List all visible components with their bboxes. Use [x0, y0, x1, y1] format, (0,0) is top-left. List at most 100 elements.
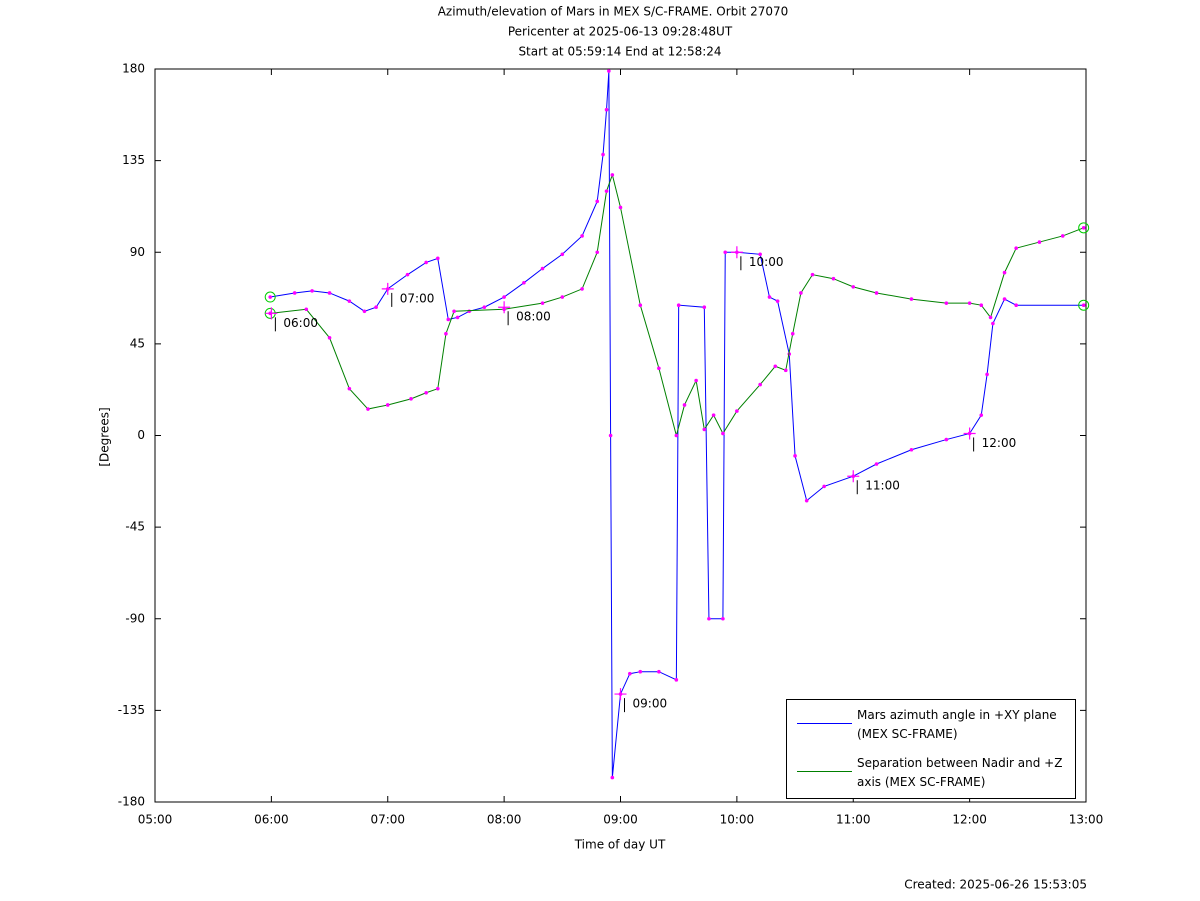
- x-tick-label: 07:00: [370, 813, 405, 827]
- point-marker: [601, 152, 605, 157]
- point-marker: [682, 403, 687, 407]
- legend: Mars azimuth angle in +XY plane (MEX SC-…: [786, 699, 1076, 799]
- x-tick-label: 05:00: [138, 813, 173, 827]
- point-marker: [455, 315, 460, 320]
- point-marker: [1081, 303, 1086, 307]
- point-marker: [979, 303, 984, 307]
- point-marker: [783, 368, 788, 373]
- point-marker: [628, 671, 632, 676]
- point-marker: [758, 382, 762, 387]
- point-marker: [435, 386, 440, 391]
- chart-subtitle: Pericenter at 2025-06-13 09:28:48UT: [508, 25, 733, 39]
- x-tick-label: 08:00: [487, 813, 522, 827]
- end-marker: [1078, 299, 1090, 311]
- point-marker: [385, 403, 390, 407]
- point-marker: [674, 433, 679, 438]
- point-marker: [979, 413, 984, 417]
- point-marker: [452, 309, 456, 314]
- point-marker: [405, 272, 410, 277]
- point-marker: [810, 272, 815, 277]
- point-marker: [1060, 234, 1065, 238]
- point-marker: [638, 303, 643, 307]
- point-marker: [502, 295, 506, 299]
- point-marker: [723, 250, 728, 255]
- point-marker: [831, 276, 836, 281]
- point-marker: [610, 775, 615, 780]
- point-marker: [560, 252, 565, 257]
- point-marker: [793, 454, 797, 458]
- point-marker: [424, 390, 428, 395]
- annotation-label: 06:00: [283, 316, 318, 330]
- point-marker: [735, 409, 739, 413]
- point-marker: [435, 256, 440, 261]
- point-marker: [522, 280, 526, 285]
- point-marker: [790, 331, 795, 336]
- point-marker: [607, 69, 611, 73]
- point-marker: [560, 295, 565, 299]
- hour-marker: [498, 301, 511, 314]
- point-marker: [1002, 270, 1007, 275]
- point-marker: [657, 366, 661, 371]
- point-marker: [467, 309, 472, 314]
- point-marker: [304, 307, 309, 312]
- hour-marker: [730, 246, 743, 259]
- point-marker: [674, 678, 679, 682]
- x-axis-label: Time of day UT: [574, 838, 666, 852]
- point-marker: [822, 484, 826, 489]
- point-marker: [657, 669, 661, 674]
- point-marker: [604, 107, 609, 112]
- point-marker: [595, 199, 600, 204]
- point-marker: [444, 331, 448, 336]
- chart-subtitle: Start at 05:59:14 End at 12:58:24: [518, 45, 721, 59]
- point-marker: [909, 297, 914, 301]
- annotation-label: 12:00: [982, 436, 1017, 450]
- point-marker: [1002, 297, 1007, 301]
- point-marker: [676, 303, 681, 307]
- point-marker: [721, 616, 725, 621]
- point-marker: [362, 309, 367, 314]
- point-marker: [711, 413, 716, 417]
- point-marker: [799, 291, 803, 295]
- annotation-label: 09:00: [633, 697, 668, 711]
- annotation-label: 07:00: [400, 291, 435, 305]
- annotation-label: 08:00: [516, 310, 551, 324]
- y-tick-label: 135: [122, 153, 145, 167]
- x-tick-label: 13:00: [1069, 813, 1104, 827]
- point-marker: [1014, 303, 1018, 307]
- y-tick-label: 45: [130, 336, 145, 350]
- point-marker: [851, 285, 856, 289]
- point-marker: [327, 291, 332, 295]
- point-marker: [874, 462, 879, 466]
- y-tick-label: -180: [118, 795, 145, 809]
- point-marker: [540, 301, 545, 305]
- hour-marker: [847, 470, 860, 483]
- end-marker: [264, 291, 276, 303]
- point-marker: [874, 291, 879, 295]
- point-marker: [580, 287, 584, 291]
- point-marker: [446, 317, 451, 322]
- point-marker: [310, 289, 314, 293]
- y-axis-label: [Degrees]: [98, 407, 112, 466]
- point-marker: [909, 447, 914, 452]
- point-marker: [374, 305, 378, 310]
- point-marker: [773, 364, 778, 369]
- x-tick-label: 06:00: [254, 813, 289, 827]
- end-marker: [1078, 222, 1090, 234]
- point-marker: [775, 299, 780, 303]
- x-tick-label: 10:00: [720, 813, 755, 827]
- point-marker: [707, 616, 711, 621]
- point-marker: [758, 252, 762, 257]
- point-marker: [638, 669, 643, 674]
- y-tick-label: -135: [118, 703, 145, 717]
- point-marker: [702, 427, 707, 432]
- legend-label: Separation between Nadir and +Z axis (ME…: [857, 756, 1063, 789]
- point-marker: [618, 205, 623, 210]
- point-marker: [967, 301, 972, 305]
- annotation-label: 10:00: [749, 255, 784, 269]
- point-marker: [988, 315, 993, 320]
- point-marker: [366, 407, 370, 411]
- y-tick-label: -45: [125, 520, 145, 534]
- point-marker: [1037, 240, 1042, 244]
